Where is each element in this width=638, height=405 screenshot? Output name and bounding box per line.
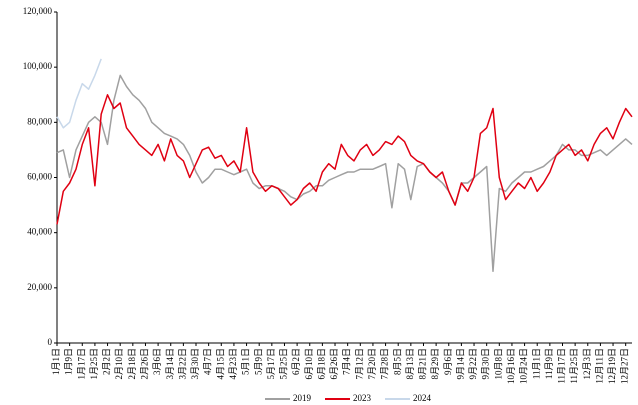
legend-label: 2019 [293, 393, 312, 403]
x-tick-label: 7月12日 [354, 348, 364, 380]
x-tick-label: 9月6日 [443, 348, 453, 375]
x-tick-label: 6月10日 [304, 348, 314, 380]
x-tick-label: 12月11日 [594, 348, 604, 384]
y-tick-label: 0 [48, 337, 53, 347]
x-tick-label: 7月28日 [380, 348, 390, 380]
x-tick-label: 5月17日 [266, 348, 276, 380]
x-tick-label: 11月17日 [557, 348, 567, 384]
x-tick-label: 12月3日 [582, 348, 592, 380]
x-tick-label: 3月6日 [152, 348, 162, 375]
x-tick-label: 8月29日 [430, 348, 440, 380]
x-tick-label: 8月13日 [405, 348, 415, 380]
x-tick-label: 1月1日 [51, 348, 61, 375]
line-series [56, 74, 633, 273]
x-tick-label: 11月9日 [544, 348, 554, 379]
x-tick-label: 12月27日 [620, 348, 630, 384]
line-series [56, 94, 633, 225]
x-tick-label: 10月16日 [506, 348, 516, 384]
x-tick-label: 9月22日 [468, 348, 478, 380]
legend-label: 2024 [413, 393, 432, 403]
x-tick-label: 5月25日 [279, 348, 289, 380]
x-tick-label: 6月18日 [316, 348, 326, 380]
x-tick-label: 8月5日 [392, 348, 402, 375]
x-tick-label: 6月26日 [329, 348, 339, 380]
y-tick-label: 20,000 [27, 282, 52, 292]
x-tick-label: 6月2日 [291, 348, 301, 375]
legend-label: 2023 [353, 393, 372, 403]
x-tick-label: 2月26日 [140, 348, 150, 380]
x-tick-label: 10月24日 [519, 348, 529, 384]
x-tick-label: 9月30日 [481, 348, 491, 380]
x-tick-label: 12月19日 [607, 348, 617, 384]
y-tick-label: 120,000 [23, 6, 53, 16]
x-tick-label: 8月21日 [418, 348, 428, 380]
x-tick-label: 11月1日 [531, 348, 541, 379]
x-tick-label: 3月30日 [190, 348, 200, 380]
y-tick-label: 60,000 [27, 172, 52, 182]
x-tick-label: 9月14日 [455, 348, 465, 380]
x-tick-label: 1月25日 [89, 348, 99, 380]
x-tick-label: 2月18日 [127, 348, 137, 380]
y-tick-label: 100,000 [23, 61, 53, 71]
x-tick-label: 1月9日 [64, 348, 74, 375]
x-tick-label: 4月15日 [215, 348, 225, 380]
y-tick-label: 80,000 [27, 116, 52, 126]
x-tick-label: 10月8日 [493, 348, 503, 380]
line-series [56, 58, 102, 129]
y-tick-label: 40,000 [27, 227, 52, 237]
x-tick-label: 4月7日 [203, 348, 213, 375]
x-tick-label: 3月22日 [177, 348, 187, 380]
x-tick-label: 11月25日 [569, 348, 579, 384]
x-tick-label: 4月23日 [228, 348, 238, 380]
x-tick-label: 2月2日 [102, 348, 112, 375]
x-tick-label: 7月20日 [367, 348, 377, 380]
x-tick-label: 5月1日 [241, 348, 251, 375]
x-tick-label: 7月4日 [342, 348, 352, 375]
x-tick-label: 3月14日 [165, 348, 175, 380]
x-tick-label: 5月9日 [253, 348, 263, 375]
x-tick-label: 2月10日 [114, 348, 124, 380]
x-tick-label: 1月17日 [76, 348, 86, 380]
